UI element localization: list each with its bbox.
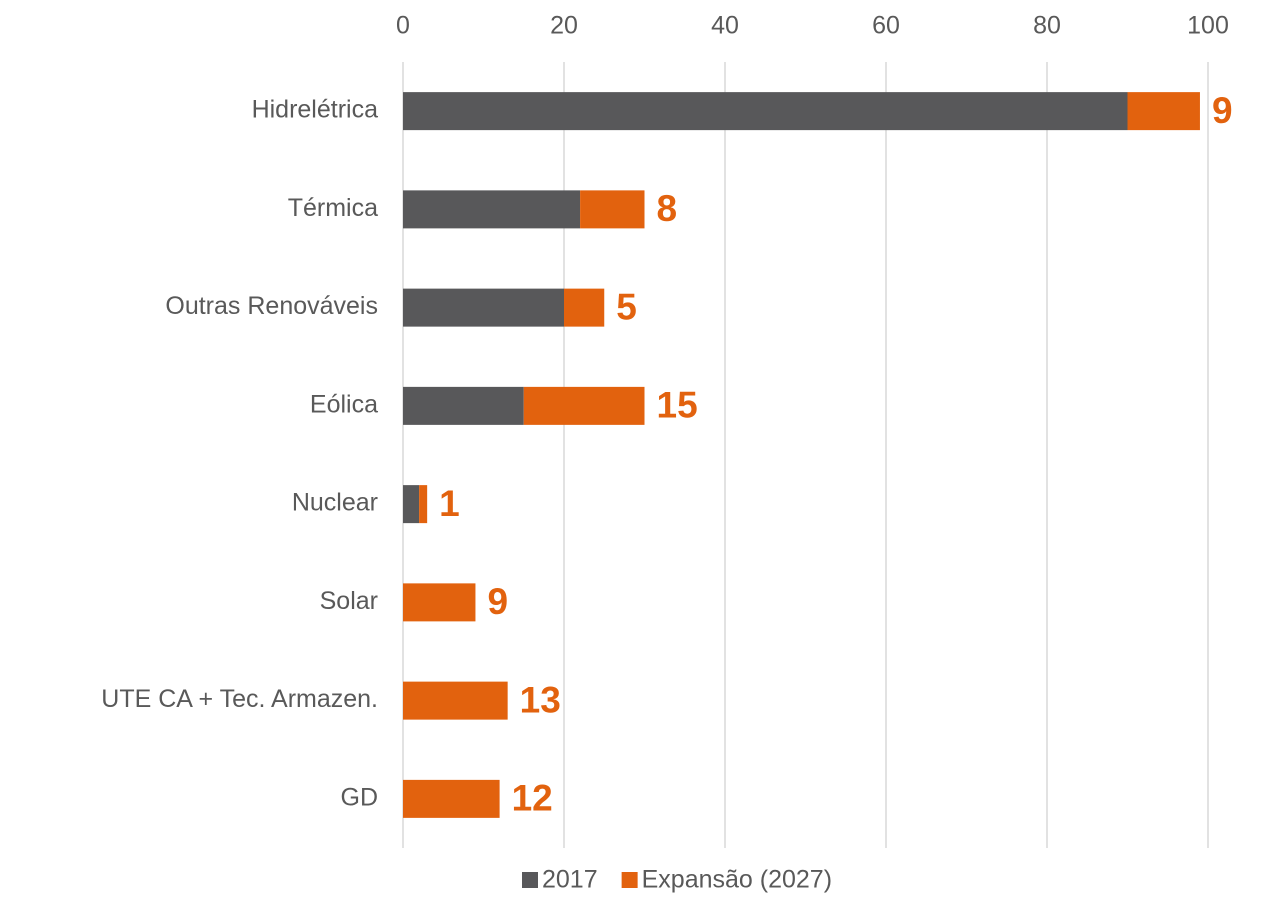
bar-segment xyxy=(403,779,500,818)
data-label: 8 xyxy=(657,188,678,229)
bar-segment xyxy=(403,190,581,229)
bar-segment xyxy=(419,485,428,524)
category-label: Hidrelétrica xyxy=(252,96,379,124)
data-label: 9 xyxy=(1212,90,1233,131)
category-label: Térmica xyxy=(288,194,378,222)
data-label: 15 xyxy=(657,385,698,426)
data-label: 9 xyxy=(487,581,508,622)
category-label: UTE CA + Tec. Armazen. xyxy=(101,685,378,713)
bar-segment xyxy=(403,288,564,327)
category-label: Eólica xyxy=(310,390,378,418)
x-tick-label: 20 xyxy=(550,12,578,40)
category-label: Solar xyxy=(320,587,378,615)
category-label: Outras Renováveis xyxy=(165,292,378,320)
bar-segment xyxy=(564,288,605,327)
legend-swatch xyxy=(621,872,638,888)
legend-swatch xyxy=(522,872,538,888)
bar-segment xyxy=(403,681,508,720)
data-label: 12 xyxy=(512,778,553,819)
legend-label: Expansão (2027) xyxy=(642,866,832,894)
data-label: 1 xyxy=(439,483,460,524)
x-tick-label: 60 xyxy=(872,12,900,40)
data-label: 5 xyxy=(616,286,637,327)
bar-segment xyxy=(403,583,476,622)
data-label: 13 xyxy=(520,679,561,720)
bar-segment xyxy=(403,386,524,425)
x-tick-label: 100 xyxy=(1187,12,1229,40)
bar-segment xyxy=(403,485,420,524)
x-tick-label: 40 xyxy=(711,12,739,40)
x-tick-label: 0 xyxy=(396,12,410,40)
bar-segment xyxy=(403,92,1128,131)
bar-segment xyxy=(580,190,645,229)
x-tick-label: 80 xyxy=(1033,12,1061,40)
category-label: GD xyxy=(341,783,379,811)
legend-label: 2017 xyxy=(542,866,598,894)
bar-segment xyxy=(1127,92,1200,131)
category-label: Nuclear xyxy=(292,489,378,517)
bar-segment xyxy=(523,386,645,425)
